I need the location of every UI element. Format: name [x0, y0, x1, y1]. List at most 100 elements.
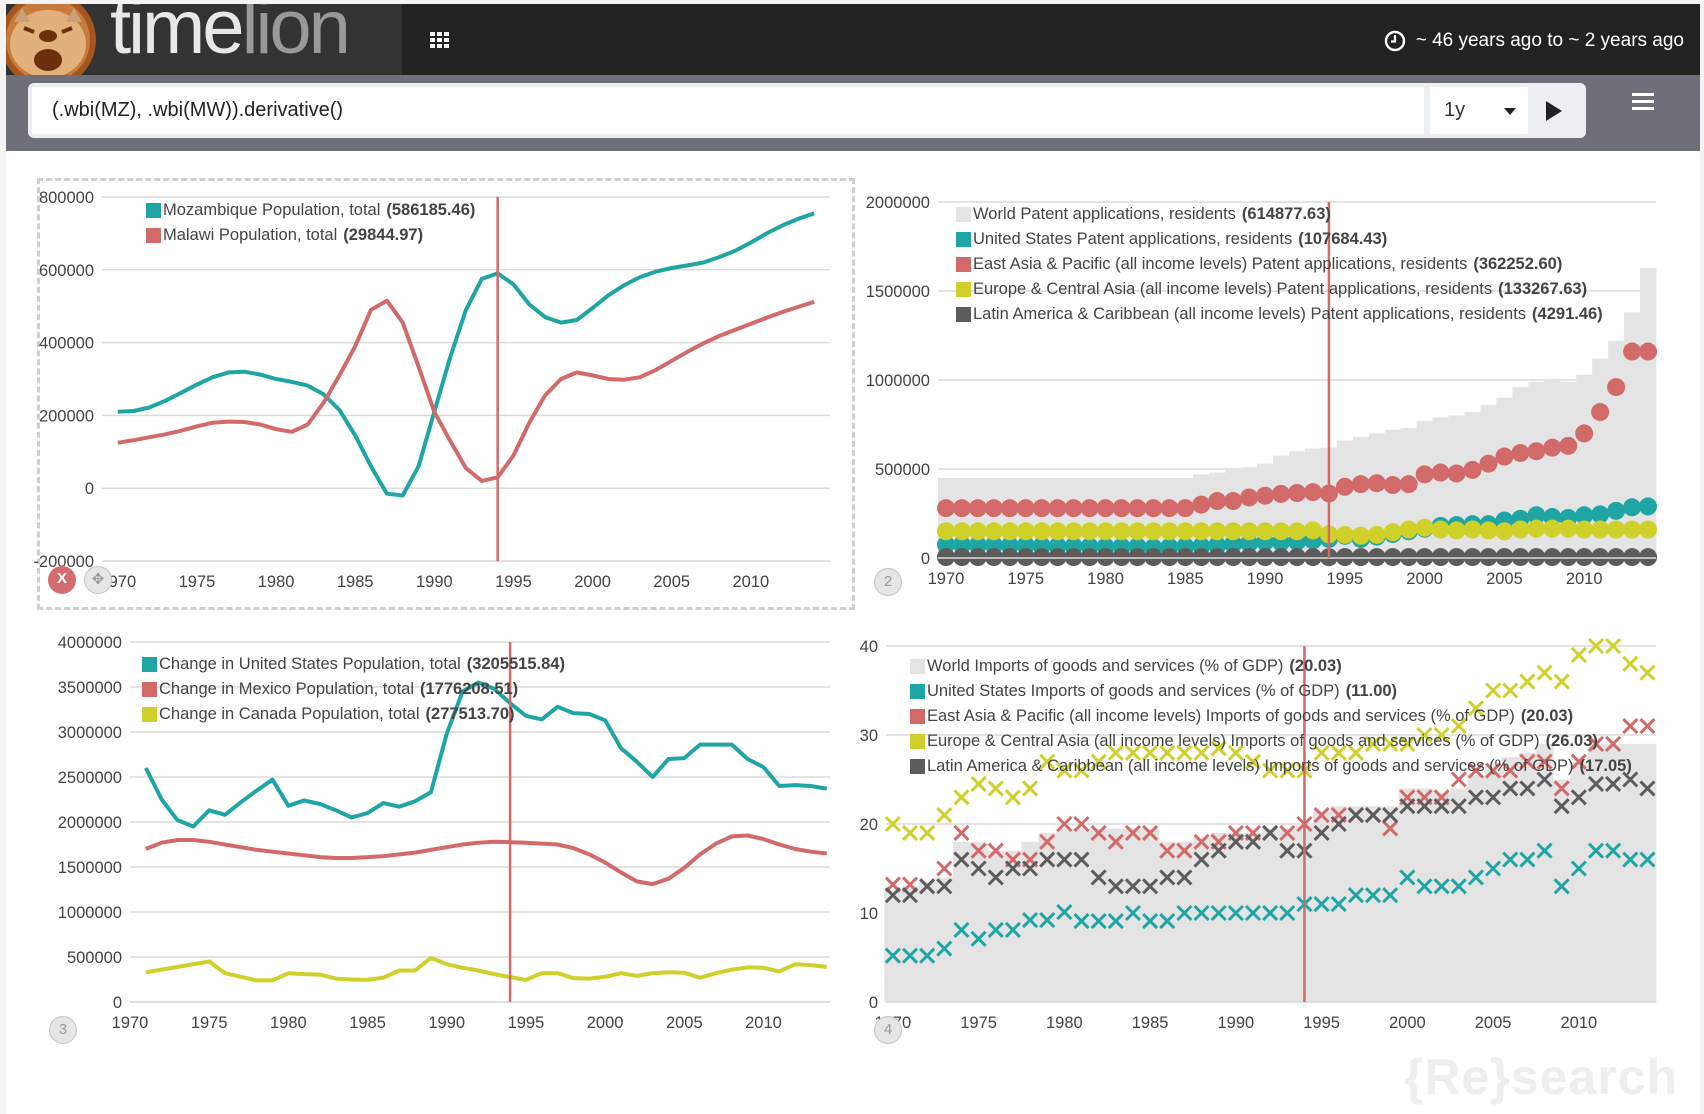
legend-value: (107684.43)	[1298, 230, 1388, 248]
legend: World Patent applications, residents (614…	[956, 202, 1603, 327]
data-point	[1399, 735, 1416, 752]
x-tick-label: 2010	[1566, 570, 1603, 588]
time-range-label: ~ 46 years ago to ~ 2 years ago	[1415, 30, 1684, 51]
bar	[918, 881, 937, 1002]
data-point	[1210, 740, 1227, 757]
legend-item[interactable]: Change in Mexico Population, total (17762…	[142, 677, 565, 702]
data-point	[1193, 744, 1210, 761]
data-point	[1415, 465, 1434, 484]
data-point	[1279, 842, 1296, 859]
x-tick-label: 2000	[1389, 1014, 1426, 1032]
data-point	[1351, 475, 1370, 494]
legend-item[interactable]: Europe & Central Asia (all income levels…	[910, 729, 1632, 754]
logo-text-time: time	[110, 4, 245, 70]
legend-item[interactable]: Mozambique Population, total (586185.46)	[146, 198, 475, 223]
legend: Mozambique Population, total (586185.46) M…	[146, 198, 475, 248]
chart-svg[interactable]: 4000000350000030000002500000200000015000…	[40, 627, 858, 1059]
data-point	[1048, 522, 1067, 541]
data-point	[1128, 499, 1147, 518]
legend-item[interactable]: East Asia & Pacific (all income levels) …	[910, 704, 1632, 729]
data-point	[1605, 842, 1622, 859]
interval-select[interactable]: 1y	[1430, 87, 1528, 134]
y-tick-label: 500000	[67, 949, 122, 967]
data-point	[1224, 548, 1243, 567]
legend-swatch	[910, 684, 925, 699]
legend-item[interactable]: United States Patent applications, resid…	[956, 227, 1603, 252]
legend-item[interactable]: World Imports of goods and services (% o…	[910, 654, 1632, 679]
legend-item[interactable]: Change in Canada Population, total (27751…	[142, 702, 565, 727]
bar	[1175, 841, 1194, 1002]
data-point	[901, 947, 919, 964]
legend-item[interactable]: Latin America & Caribbean (all income le…	[956, 302, 1603, 327]
legend-swatch	[142, 657, 157, 672]
chart-panel-2[interactable]: 2000000 1500000 1000000 500000 0 1970 1975 1980…	[862, 178, 1694, 610]
bar	[1004, 850, 1022, 1002]
legend-swatch	[910, 734, 925, 749]
chart-number-badge[interactable]: 4	[874, 1016, 902, 1044]
legend-value: (29844.97)	[343, 226, 424, 244]
data-point	[1527, 506, 1546, 525]
data-point	[1262, 824, 1279, 841]
chart-number-badge[interactable]: 3	[49, 1016, 77, 1044]
data-point	[968, 548, 987, 567]
data-point	[1570, 860, 1587, 877]
run-button[interactable]	[1538, 96, 1568, 126]
data-point	[1485, 789, 1502, 806]
x-tick-label: 1995	[495, 573, 532, 591]
legend-item[interactable]: Change in United States Population, tota…	[142, 652, 565, 677]
apps-grid-icon[interactable]	[430, 32, 450, 48]
y-tick-label: 0	[113, 994, 122, 1012]
legend-item[interactable]: World Patent applications, residents (614…	[956, 202, 1603, 227]
chart-svg[interactable]: 4030201001970197519801985199019952000200…	[860, 627, 1697, 1059]
bar	[1415, 788, 1434, 1002]
x-tick-label: 1985	[1132, 1014, 1169, 1032]
data-point	[1623, 498, 1642, 517]
remove-chart-button[interactable]: X	[48, 566, 76, 594]
chart-panel-4[interactable]: 4030201001970197519801985199019952000200…	[860, 624, 1697, 1059]
bar	[1227, 832, 1245, 1002]
data-point	[1272, 484, 1291, 503]
x-tick-label: 1990	[1247, 570, 1284, 588]
data-point	[1591, 548, 1610, 567]
data-point	[1073, 851, 1090, 868]
time-range-picker[interactable]: ~ 46 years ago to ~ 2 years ago	[1384, 30, 1684, 52]
chart-number-badge[interactable]: 2	[874, 568, 902, 596]
expression-input[interactable]	[32, 87, 1424, 134]
chart-panel-3[interactable]: 4000000 3500000 3000000 2500000 2000000 15000…	[37, 624, 855, 1056]
x-tick-label: 1995	[508, 1014, 545, 1032]
data-point	[1622, 718, 1639, 735]
move-icon[interactable]: ✥	[84, 566, 112, 594]
legend-item[interactable]: Europe & Central Asia (all income levels…	[956, 277, 1603, 302]
data-point	[1450, 771, 1467, 788]
data-point	[1313, 807, 1330, 824]
bar	[1638, 743, 1657, 1002]
bar	[884, 890, 902, 1002]
data-point	[1227, 833, 1244, 850]
data-point	[1622, 771, 1639, 788]
legend-item[interactable]: Latin America & Caribbean (all income le…	[910, 754, 1632, 779]
data-point	[1039, 851, 1056, 868]
hamburger-menu-icon[interactable]	[1632, 93, 1654, 113]
data-point	[1096, 499, 1115, 518]
data-point	[1159, 842, 1176, 859]
data-point	[1124, 744, 1142, 761]
legend-label: Latin America & Caribbean (all income le…	[973, 305, 1527, 323]
chart-panel-1[interactable]: 800000 600000 400000 200000 0 -200000 1970 1975…	[33, 178, 855, 610]
data-point	[952, 548, 971, 567]
logo[interactable]: timelion	[6, 4, 402, 75]
data-point	[1543, 438, 1562, 457]
legend-item[interactable]: Malawi Population, total (29844.97)	[146, 223, 475, 248]
data-point	[953, 789, 970, 806]
x-tick-label: 2005	[1475, 1014, 1512, 1032]
data-point	[968, 499, 987, 518]
data-point	[1056, 904, 1073, 921]
data-point	[1144, 499, 1163, 518]
data-point	[1364, 887, 1382, 904]
legend-item[interactable]: United States Imports of goods and servi…	[910, 679, 1632, 704]
data-point	[1056, 815, 1073, 833]
legend-item[interactable]: East Asia & Pacific (all income levels) …	[956, 252, 1603, 277]
bar	[1055, 828, 1074, 1002]
timelion-app: timelion ~ 46 years ago to ~ 2 years ago…	[6, 4, 1700, 1114]
x-tick-label: 1975	[960, 1014, 997, 1032]
chart-svg[interactable]: 2000000 1500000 1000000 500000 0 1970 1975 1980…	[865, 181, 1697, 613]
